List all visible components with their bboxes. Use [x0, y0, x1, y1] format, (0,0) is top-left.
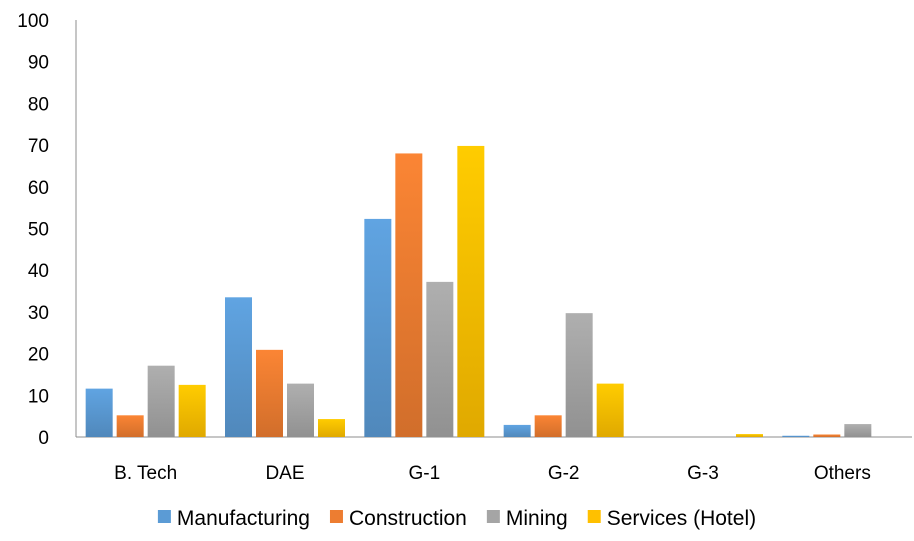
bar-services-hotel-b-tech	[178, 384, 206, 437]
legend-swatch-construction	[329, 510, 343, 523]
bar-services-hotel-g-1	[457, 145, 485, 437]
y-axis-tick-labels: 0 10 20 30 40 50 60 70 80 90 100	[17, 11, 49, 449]
x-tick-label-g-1: G-1	[408, 463, 440, 484]
bar-construction-others	[813, 434, 841, 437]
legend-label-services-hotel: Services (Hotel)	[607, 507, 756, 530]
bars	[85, 145, 872, 437]
bar-services-hotel-g-3	[736, 434, 763, 437]
y-tick-label-80: 80	[28, 94, 49, 115]
bar-mining-others	[844, 424, 872, 437]
x-tick-label-others: Others	[814, 463, 871, 484]
legend-label-mining: Mining	[506, 507, 568, 530]
bar-manufacturing-g-1	[364, 218, 392, 437]
bar-construction-b-tech	[116, 415, 144, 437]
y-tick-label-100: 100	[17, 11, 49, 32]
x-tick-label-b-tech: B. Tech	[114, 463, 177, 484]
bar-mining-g-2	[565, 313, 593, 437]
bar-manufacturing-dae	[225, 297, 252, 437]
legend-swatch-manufacturing	[157, 510, 171, 523]
legend-label-manufacturing: Manufacturing	[177, 507, 310, 530]
y-tick-label-30: 30	[28, 303, 49, 324]
legend-swatch-mining	[486, 510, 500, 523]
bar-manufacturing-b-tech	[85, 388, 113, 437]
legend-label-construction: Construction	[349, 507, 467, 530]
bar-services-hotel-dae	[318, 419, 345, 437]
bar-construction-g-2	[534, 415, 562, 437]
bar-mining-g-1	[426, 281, 454, 437]
y-tick-label-50: 50	[28, 220, 49, 241]
y-tick-label-90: 90	[28, 53, 49, 74]
x-tick-label-dae: DAE	[265, 463, 304, 484]
bar-construction-g-1	[395, 153, 423, 437]
bar-mining-dae	[287, 383, 314, 437]
y-tick-label-10: 10	[28, 386, 49, 407]
bar-services-hotel-g-2	[596, 383, 624, 437]
y-tick-label-20: 20	[28, 345, 49, 366]
y-tick-label-60: 60	[28, 178, 49, 199]
bar-manufacturing-others	[782, 435, 810, 437]
x-tick-label-g-2: G-2	[548, 463, 580, 484]
bar-manufacturing-g-2	[503, 424, 531, 437]
x-tick-label-g-3: G-3	[687, 463, 719, 484]
x-axis-tick-labels: B. Tech DAE G-1 G-2 G-3 Others	[114, 463, 871, 484]
axes	[75, 20, 912, 438]
legend: Manufacturing Construction Mining Services …	[157, 507, 756, 530]
y-tick-label-70: 70	[28, 136, 49, 157]
y-tick-label-40: 40	[28, 261, 49, 282]
bar-mining-b-tech	[147, 365, 175, 437]
bar-construction-dae	[256, 349, 283, 437]
legend-swatch-services-hotel	[587, 510, 601, 523]
y-tick-label-0: 0	[38, 428, 49, 449]
